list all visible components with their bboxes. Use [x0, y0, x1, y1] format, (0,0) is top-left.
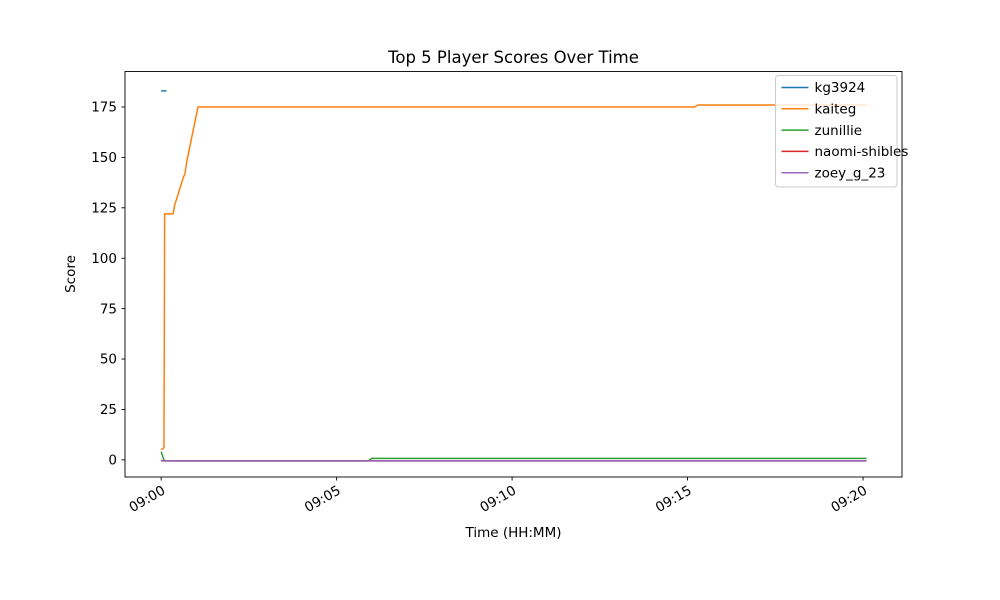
x-tick-label: 09:20	[828, 483, 870, 516]
x-tick-label: 09:15	[653, 483, 695, 516]
legend: kg3924 kaiteg zunillie naomi-shibles zoey_g_…	[775, 75, 909, 188]
legend-label-naomi-shibles: naomi-shibles	[815, 144, 909, 160]
legend-label-zoey_g_23: zoey_g_23	[815, 165, 886, 181]
y-tick-label: 25	[100, 402, 117, 418]
plot-series-group	[160, 90, 867, 462]
y-tick-label: 175	[91, 100, 117, 116]
legend-label-kg3924: kg3924	[815, 80, 866, 96]
series-line-zoey_g_23	[160, 459, 867, 462]
y-tick-label: 0	[108, 453, 117, 469]
y-tick-label: 75	[100, 301, 117, 317]
series-line-kaiteg	[160, 104, 867, 451]
legend-label-zunillie: zunillie	[815, 123, 863, 139]
plot-border	[124, 71, 903, 478]
y-tick-label: 100	[91, 251, 117, 267]
legend-box	[775, 75, 898, 188]
y-tick-label: 150	[91, 150, 117, 166]
y-tick-label: 125	[91, 201, 117, 217]
series-line-zunillie	[160, 451, 867, 462]
x-tick-label: 09:05	[302, 483, 344, 516]
legend-label-kaiteg: kaiteg	[815, 102, 857, 118]
chart-title: Top 5 Player Scores Over Time	[387, 48, 639, 67]
y-tick-label: 50	[100, 352, 117, 368]
x-tick-label: 09:10	[477, 483, 519, 516]
x-tick-label: 09:00	[126, 483, 168, 516]
y-axis-label: Score	[63, 255, 79, 293]
x-axis-label: Time (HH:MM)	[464, 525, 561, 541]
